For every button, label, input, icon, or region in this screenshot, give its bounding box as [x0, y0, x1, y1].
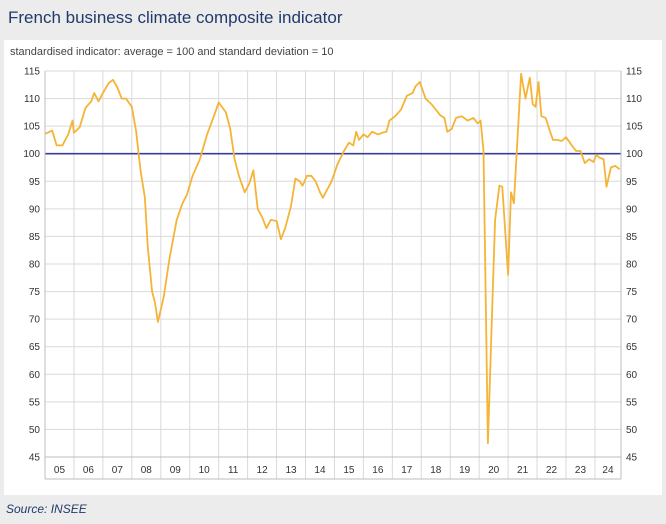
- x-tick-label: 17: [401, 465, 413, 476]
- y-axis-left-ticks: 45 50 55 60 65 70 75 80 85 90 95 100 105 110 115: [23, 67, 40, 464]
- x-tick-label: 10: [199, 465, 211, 476]
- source-note: Source: INSEE: [6, 502, 87, 516]
- y-tick-label-left: 90: [29, 204, 41, 215]
- y-tick-label-right: 70: [626, 315, 638, 326]
- x-tick-label: 07: [112, 465, 124, 476]
- x-tick-label: 21: [517, 465, 529, 476]
- y-tick-label-right: 105: [626, 122, 643, 133]
- x-tick-label: 09: [170, 465, 182, 476]
- x-axis-ticks: 05 06 07 08 09 10 11 12 13 14 15 16 17 18 19 20 21 22 23 24: [54, 465, 614, 476]
- x-tick-label: 12: [257, 465, 269, 476]
- y-tick-label-right: 45: [626, 453, 638, 464]
- x-tick-label: 24: [602, 465, 614, 476]
- x-tick-label: 19: [459, 465, 471, 476]
- chart-title: French business climate composite indica…: [8, 8, 343, 27]
- y-tick-label-left: 70: [29, 315, 41, 326]
- y-tick-label-right: 115: [626, 67, 642, 78]
- y-tick-label-right: 95: [626, 177, 638, 188]
- x-tick-label: 18: [430, 465, 442, 476]
- y-tick-label-left: 85: [29, 232, 41, 243]
- y-tick-label-left: 115: [24, 67, 40, 78]
- y-tick-label-right: 55: [626, 397, 638, 408]
- x-tick-label: 15: [343, 465, 355, 476]
- x-tick-label: 11: [228, 465, 239, 476]
- y-axis-right-ticks: 45 50 55 60 65 70 75 80 85 90 95 100 105 110 115: [626, 67, 643, 464]
- y-tick-label-left: 105: [23, 122, 40, 133]
- y-tick-label-left: 50: [29, 425, 41, 436]
- x-tick-label: 16: [372, 465, 384, 476]
- x-tick-label: 08: [141, 465, 153, 476]
- y-tick-label-left: 95: [29, 177, 41, 188]
- chart-panel: [4, 40, 662, 495]
- series-line-business-climate: [44, 72, 621, 445]
- chart-subtitle: standardised indicator: average = 100 an…: [10, 46, 334, 58]
- x-tick-label: 14: [314, 465, 326, 476]
- y-tick-label-right: 100: [626, 149, 643, 160]
- y-tick-label-left: 110: [24, 94, 40, 105]
- gridlines: [44, 70, 621, 479]
- x-tick-label: 23: [575, 465, 587, 476]
- y-tick-label-right: 80: [626, 260, 638, 271]
- y-tick-label-left: 45: [29, 453, 41, 464]
- y-tick-label-right: 90: [626, 204, 638, 215]
- y-tick-label-left: 55: [29, 397, 41, 408]
- x-tick-label: 20: [488, 465, 500, 476]
- y-tick-label-left: 75: [29, 287, 41, 298]
- x-tick-label: 13: [285, 465, 297, 476]
- y-tick-label-left: 100: [23, 149, 40, 160]
- y-tick-label-right: 50: [626, 425, 638, 436]
- x-tick-label: 05: [54, 465, 66, 476]
- y-tick-label-right: 110: [626, 94, 642, 105]
- series-group: [44, 72, 621, 445]
- axes: [44, 71, 622, 480]
- y-tick-label-left: 65: [29, 342, 41, 353]
- y-tick-label-right: 65: [626, 342, 638, 353]
- x-tick-label: 06: [83, 465, 95, 476]
- y-tick-label-right: 85: [626, 232, 638, 243]
- y-tick-label-left: 60: [29, 370, 41, 381]
- y-tick-label-right: 60: [626, 370, 638, 381]
- x-tick-label: 22: [546, 465, 558, 476]
- y-tick-label-left: 80: [29, 260, 41, 271]
- y-tick-label-right: 75: [626, 287, 638, 298]
